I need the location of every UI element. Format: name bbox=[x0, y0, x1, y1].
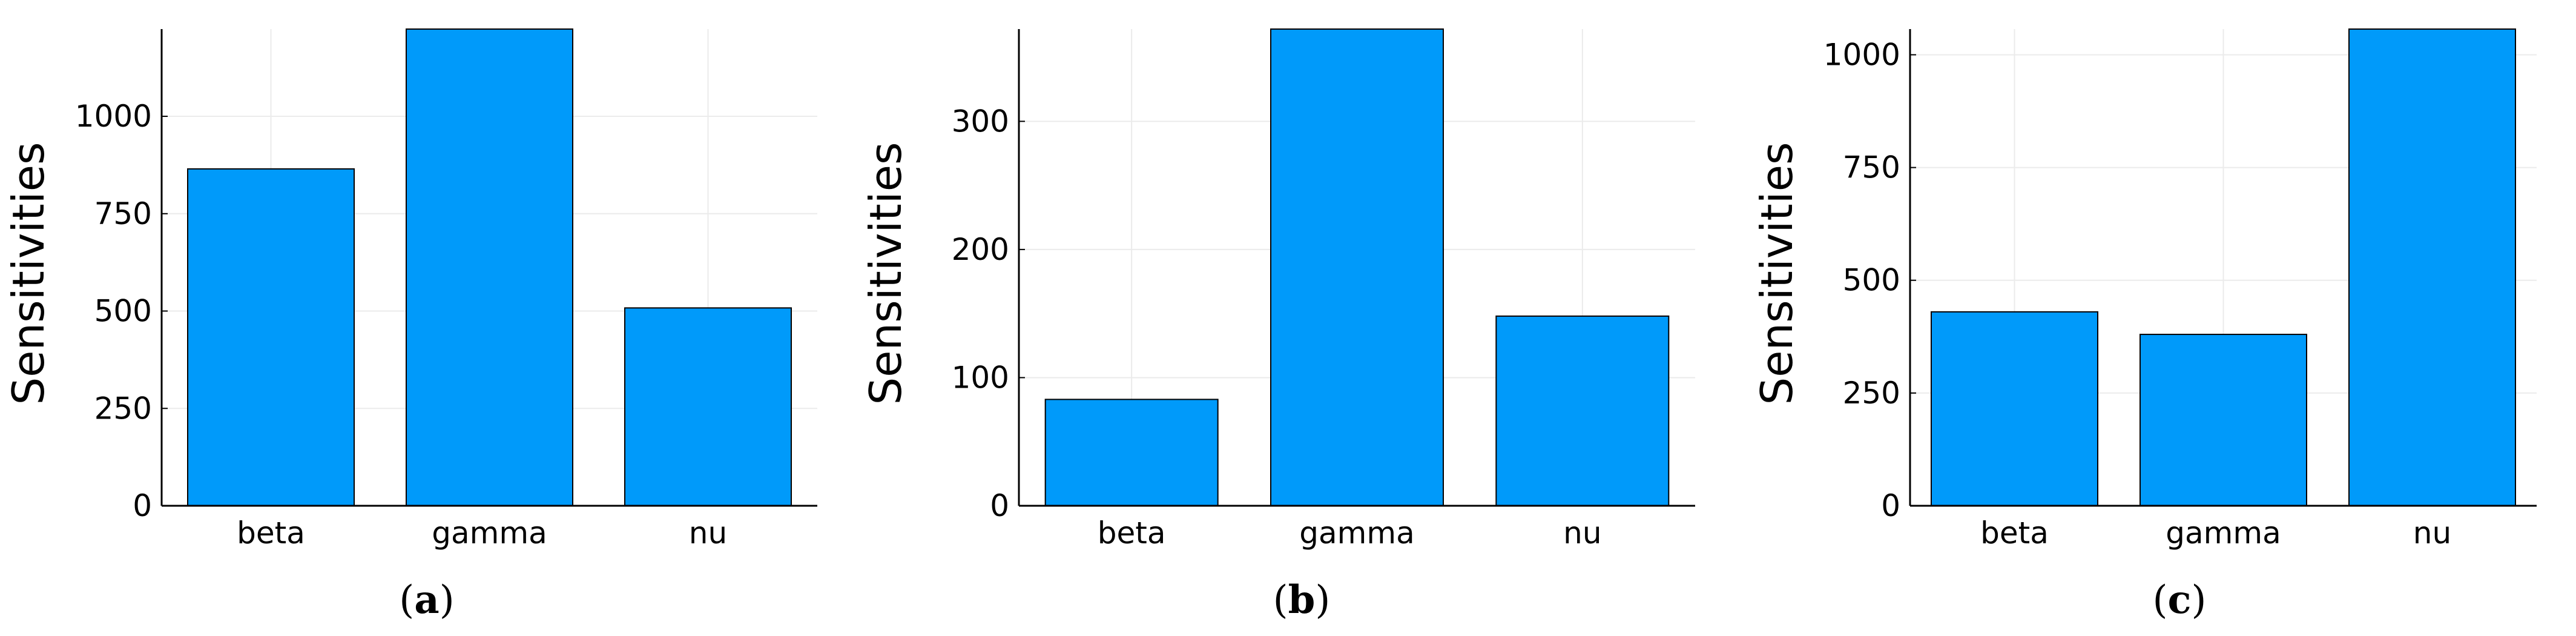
y-tick-label-0: 0 bbox=[1881, 488, 1900, 523]
bar-beta bbox=[187, 168, 355, 506]
y-tick-label-4: 1000 bbox=[1823, 37, 1900, 72]
y-axis-title: Sensitivities bbox=[3, 142, 54, 405]
x-tick-label-beta: beta bbox=[1980, 515, 2049, 551]
bar-nu bbox=[624, 307, 792, 506]
panel-caption-letter: c bbox=[2168, 577, 2192, 623]
y-tick-label-2: 500 bbox=[94, 294, 152, 329]
panel-caption-letter: b bbox=[1288, 577, 1316, 623]
chart-panel-a: 0 250 500 750 1000 beta gamma nu Sensitivities (a… bbox=[3, 28, 817, 623]
x-tick-label-nu: nu bbox=[689, 515, 727, 551]
y-tick-label-4: 1000 bbox=[75, 99, 152, 134]
y-axis-title: Sensitivities bbox=[1751, 142, 1802, 405]
x-tick-label-gamma: gamma bbox=[1299, 515, 1414, 551]
y-tick-label-3: 750 bbox=[94, 196, 152, 231]
bar-beta bbox=[1044, 399, 1219, 506]
panel-caption: (a) bbox=[399, 577, 454, 623]
y-tick-label-2: 200 bbox=[952, 232, 1009, 267]
bar-nu bbox=[2348, 28, 2516, 506]
bar-gamma bbox=[406, 28, 573, 506]
chart-panel-b: 0 100 200 300 beta gamma nu Sensitivities (b) bbox=[860, 28, 1695, 623]
x-tick-label-gamma: gamma bbox=[2166, 515, 2281, 551]
x-tick-label-beta: beta bbox=[1098, 515, 1166, 551]
x-tick-label-beta: beta bbox=[237, 515, 305, 551]
panel-caption-letter: a bbox=[414, 577, 439, 623]
x-tick-label-nu: nu bbox=[2413, 515, 2451, 551]
y-tick-label-1: 100 bbox=[952, 360, 1009, 395]
bar-beta bbox=[1931, 311, 2098, 506]
bar-gamma bbox=[2140, 334, 2307, 507]
x-tick-label-gamma: gamma bbox=[432, 515, 547, 551]
y-tick-label-1: 250 bbox=[1843, 376, 1900, 411]
panel-caption: (c) bbox=[2153, 577, 2207, 623]
bar-nu bbox=[1495, 315, 1670, 506]
bar-gamma bbox=[1270, 28, 1444, 506]
y-axis-title: Sensitivities bbox=[860, 142, 911, 405]
y-tick-label-1: 250 bbox=[94, 391, 152, 426]
y-tick-label-2: 500 bbox=[1843, 263, 1900, 298]
y-tick-label-0: 0 bbox=[133, 488, 152, 523]
x-tick-label-nu: nu bbox=[1563, 515, 1601, 551]
y-tick-label-3: 750 bbox=[1843, 150, 1900, 185]
y-tick-label-0: 0 bbox=[990, 488, 1009, 523]
y-tick-label-3: 300 bbox=[952, 104, 1009, 139]
chart-panel-c: 0 250 500 750 1000 beta gamma nu Sensitivities (c… bbox=[1751, 28, 2537, 623]
panel-caption: (b) bbox=[1273, 577, 1331, 623]
